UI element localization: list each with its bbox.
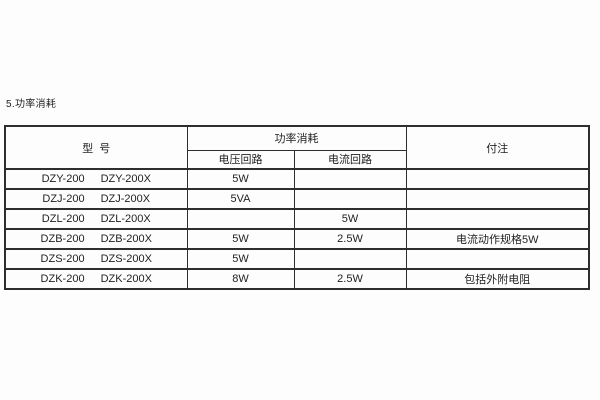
header-current-circuit: 电流回路 bbox=[293, 149, 407, 170]
model-cell: DZS-200 DZS-200X bbox=[4, 248, 188, 270]
note-value bbox=[405, 188, 590, 210]
model-variant: DZJ-200X bbox=[100, 193, 151, 205]
current-value bbox=[293, 188, 407, 210]
voltage-value: 5W bbox=[186, 248, 295, 270]
voltage-value: 8W bbox=[186, 268, 295, 290]
header-notes: 付注 bbox=[405, 125, 590, 170]
table-row-dzj: DZJ-200 DZJ-200X 5VA bbox=[4, 188, 590, 210]
model-cell: DZL-200 DZL-200X bbox=[4, 208, 188, 230]
model-standard: DZL-200 bbox=[41, 213, 85, 225]
voltage-value: 5VA bbox=[186, 188, 295, 210]
note-value: 电流动作规格5W bbox=[405, 228, 590, 250]
model-variant: DZY-200X bbox=[100, 173, 151, 185]
model-cell: DZB-200 DZB-200X bbox=[4, 228, 188, 250]
table-row-dzk: DZK-200 DZK-200X 8W 2.5W 包括外附电阻 bbox=[4, 268, 590, 290]
table-header: 型 号 功率消耗 付注 电压回路 电流回路 bbox=[4, 125, 590, 170]
model-cell: DZK-200 DZK-200X bbox=[4, 268, 188, 290]
power-consumption-table: 型 号 功率消耗 付注 电压回路 电流回路 DZY-200 DZY-200X 5W… bbox=[4, 125, 590, 290]
table-row-dzs: DZS-200 DZS-200X 5W bbox=[4, 248, 590, 270]
model-variant: DZS-200X bbox=[100, 253, 152, 265]
current-value: 2.5W bbox=[293, 268, 407, 290]
section-title: 5.功率消耗 bbox=[6, 99, 57, 110]
current-value bbox=[293, 248, 407, 270]
header-voltage-circuit: 电压回路 bbox=[186, 149, 295, 170]
voltage-value bbox=[186, 208, 295, 230]
table-row-dzy: DZY-200 DZY-200X 5W bbox=[4, 168, 590, 190]
model-cell: DZJ-200 DZJ-200X bbox=[4, 188, 188, 210]
current-value bbox=[293, 168, 407, 190]
note-value: 包括外附电阻 bbox=[405, 268, 590, 290]
header-power-group: 功率消耗 bbox=[186, 125, 407, 151]
table-row-dzb: DZB-200 DZB-200X 5W 2.5W 电流动作规格5W bbox=[4, 228, 590, 250]
note-value bbox=[405, 248, 590, 270]
model-standard: DZB-200 bbox=[40, 233, 85, 245]
note-value bbox=[405, 208, 590, 230]
current-value: 5W bbox=[293, 208, 407, 230]
model-standard: DZY-200 bbox=[41, 173, 85, 185]
header-model: 型 号 bbox=[4, 125, 188, 170]
model-standard: DZS-200 bbox=[40, 253, 85, 265]
note-value bbox=[405, 168, 590, 190]
voltage-value: 5W bbox=[186, 228, 295, 250]
model-standard: DZJ-200 bbox=[42, 193, 85, 205]
voltage-value: 5W bbox=[186, 168, 295, 190]
model-variant: DZK-200X bbox=[100, 273, 152, 285]
table-row-dzl: DZL-200 DZL-200X 5W bbox=[4, 208, 590, 230]
model-cell: DZY-200 DZY-200X bbox=[4, 168, 188, 190]
model-variant: DZL-200X bbox=[100, 213, 151, 225]
current-value: 2.5W bbox=[293, 228, 407, 250]
model-standard: DZK-200 bbox=[40, 273, 85, 285]
model-variant: DZB-200X bbox=[100, 233, 152, 245]
table-body: DZY-200 DZY-200X 5W DZJ-200 DZJ-200X 5VA D… bbox=[4, 168, 590, 290]
header-row-top: 型 号 功率消耗 付注 bbox=[4, 125, 590, 170]
